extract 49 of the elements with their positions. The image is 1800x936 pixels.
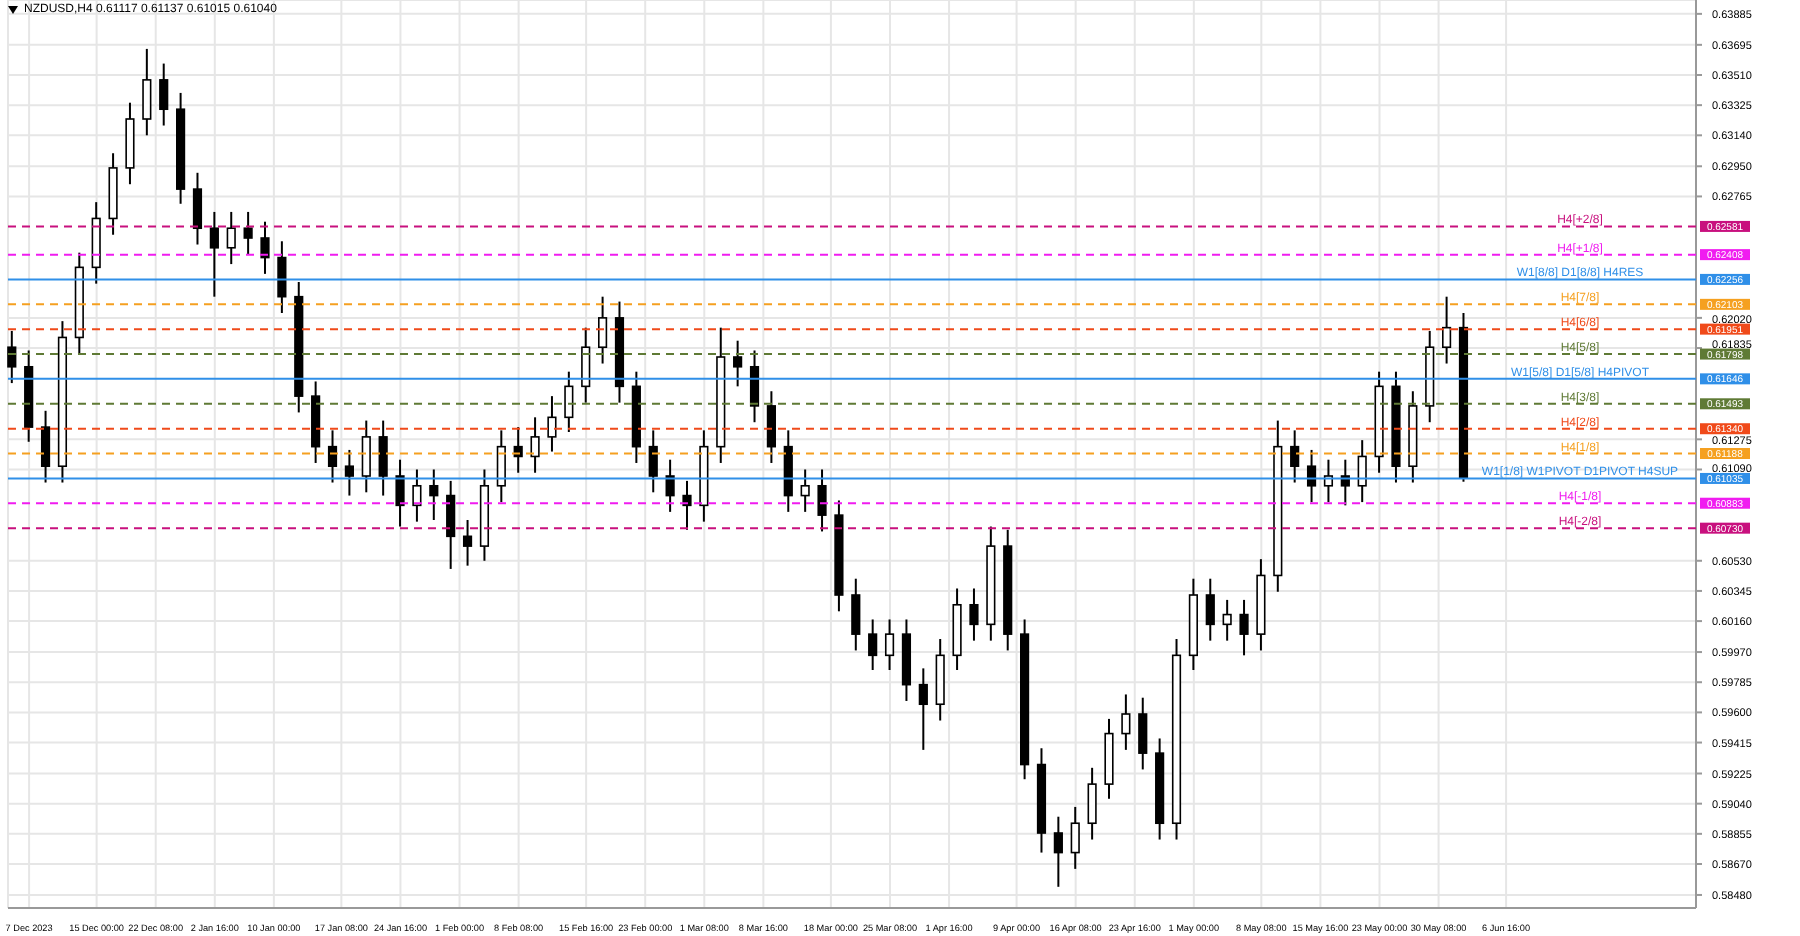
candlestick (446, 479, 456, 570)
candlestick (1205, 577, 1215, 642)
candlestick (547, 395, 557, 453)
candlestick (1357, 439, 1367, 504)
candlestick (749, 349, 760, 424)
candlestick (1087, 766, 1097, 841)
candlestick (868, 618, 878, 671)
candlestick (918, 667, 928, 751)
candlestick (1070, 805, 1080, 870)
candlestick (142, 47, 152, 137)
candlestick (598, 295, 608, 365)
candlestick (1053, 815, 1063, 888)
candlestick (462, 519, 473, 567)
candlestick (766, 390, 776, 464)
candlestick (378, 419, 388, 497)
candlestick (226, 210, 236, 266)
candlestick (395, 458, 405, 528)
candlestick (800, 468, 810, 513)
candlestick (733, 339, 743, 388)
candlestick (1138, 696, 1148, 771)
candlestick (817, 468, 827, 533)
candlestick (260, 220, 270, 275)
candlestick (209, 210, 219, 298)
candlestick (1121, 693, 1131, 751)
candlestick (969, 587, 979, 642)
candlestick (564, 370, 574, 433)
candlestick (412, 468, 422, 523)
candlestick (581, 326, 591, 404)
candlestick (40, 409, 51, 484)
candlestick (192, 171, 203, 246)
candlestick (1306, 448, 1317, 504)
candlestick (1442, 295, 1452, 365)
candlestick (327, 429, 338, 484)
candlestick (344, 448, 354, 497)
candlestick (243, 210, 253, 256)
candlestick (682, 479, 692, 531)
candlestick (1290, 429, 1300, 484)
candlestick (429, 468, 439, 522)
candlestick (884, 618, 895, 671)
candlestick (648, 429, 658, 494)
candlestick (1239, 598, 1249, 657)
candlestick (277, 240, 287, 314)
candlestick (851, 577, 861, 652)
candlestick (159, 62, 169, 127)
candlestick (496, 429, 506, 504)
candlestick (530, 416, 540, 474)
candlestick (7, 329, 17, 385)
candlestick (1222, 598, 1232, 642)
candlestick (361, 419, 371, 494)
